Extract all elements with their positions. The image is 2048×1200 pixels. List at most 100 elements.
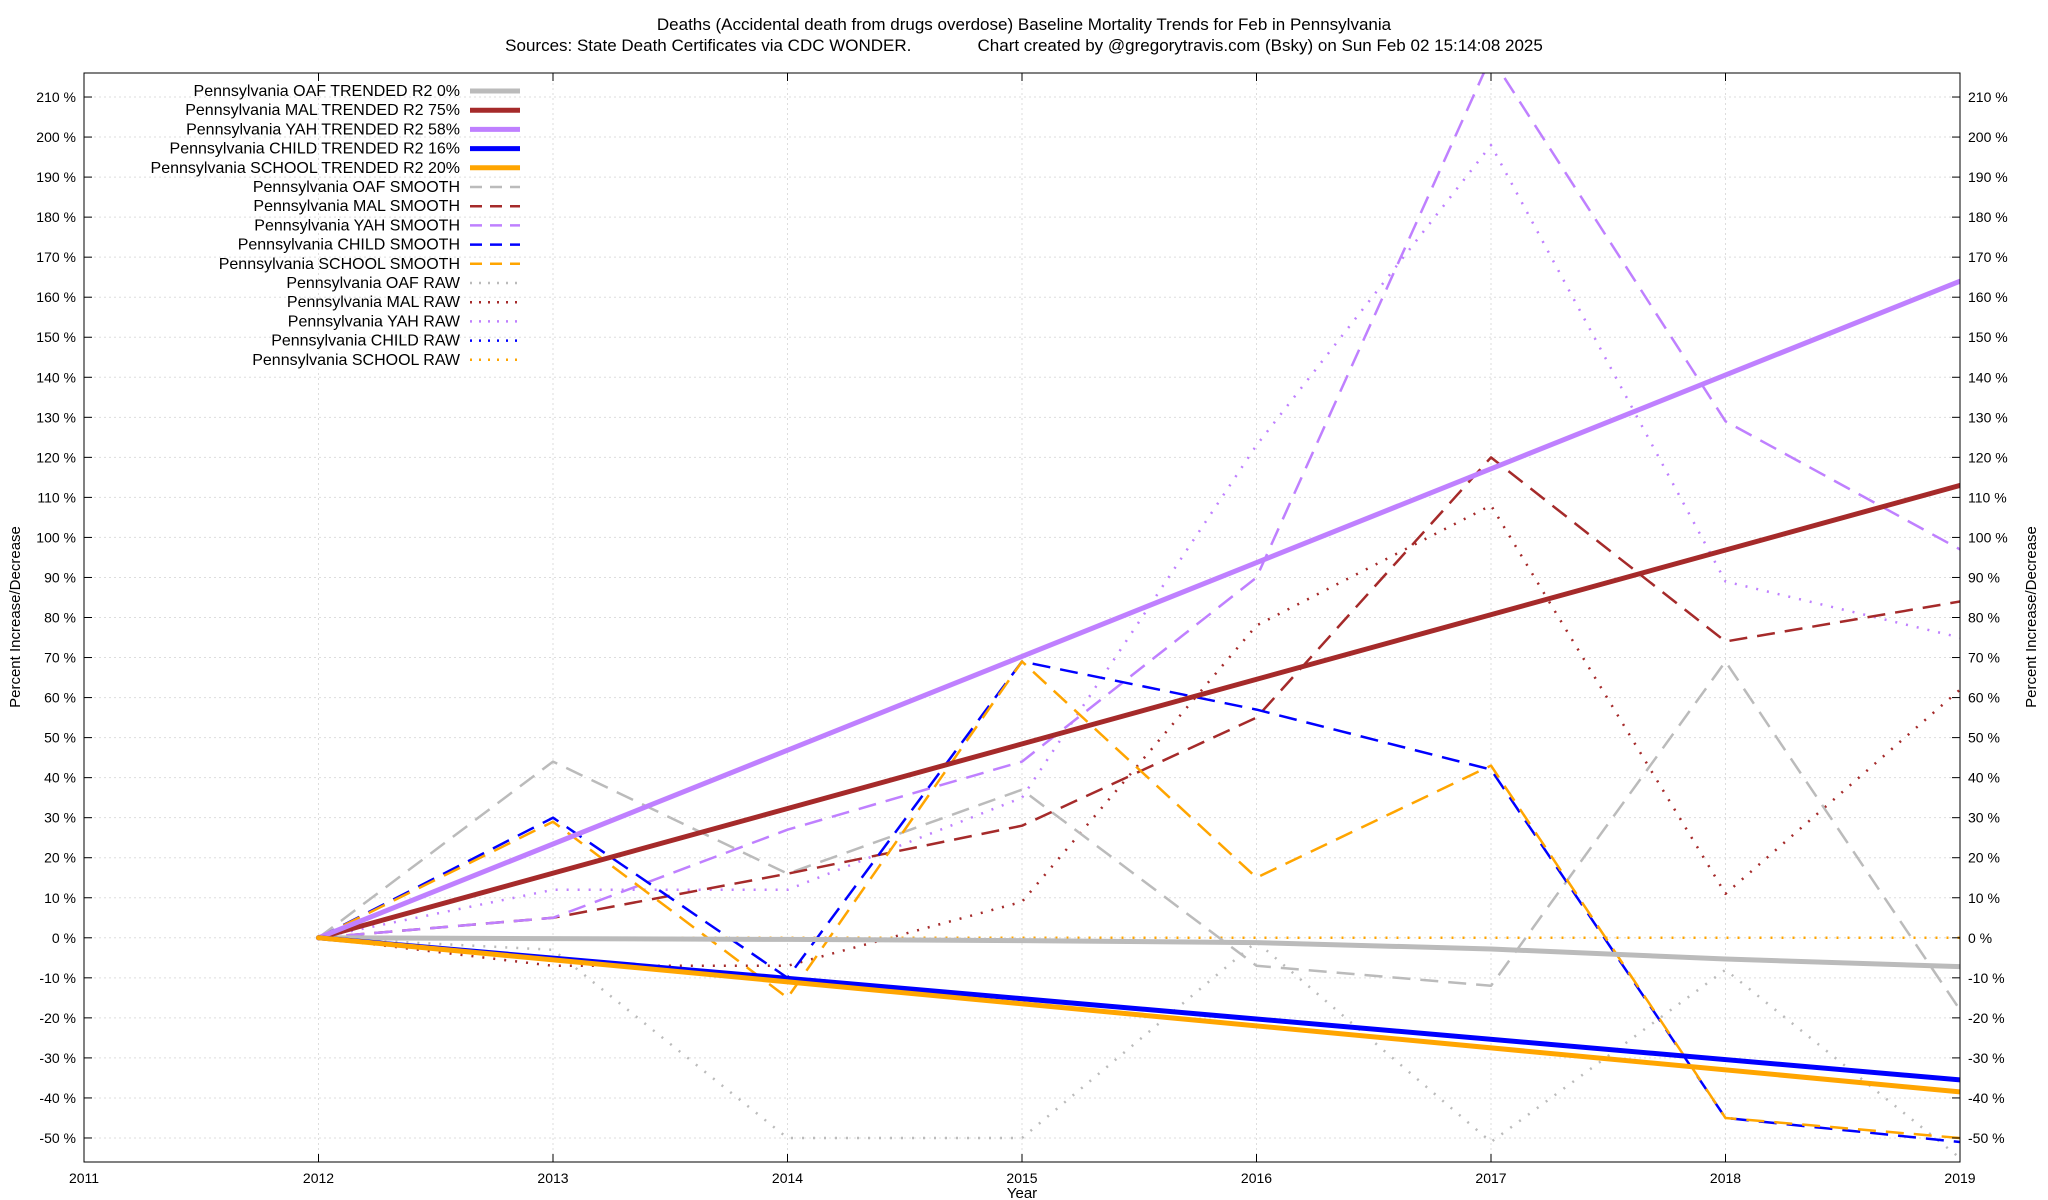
y-tick-label-right: 180 % — [1968, 209, 2008, 225]
series-line-4 — [316, 935, 1960, 1095]
chart-subtitle: Sources: State Death Certificates via CD… — [505, 36, 1543, 55]
y-tick-label-right: 150 % — [1968, 329, 2008, 345]
y-tick-label-left: 180 % — [36, 209, 76, 225]
y-tick-label-right: 170 % — [1968, 249, 2008, 265]
x-axis-label: Year — [1007, 1185, 1037, 1200]
y-tick-label-left: 130 % — [36, 409, 76, 425]
y-tick-label-right: 70 % — [1968, 650, 2000, 666]
legend-entry-label: Pennsylvania MAL RAW — [287, 294, 461, 311]
y-tick-label-left: 90 % — [44, 569, 76, 585]
legend-entry-label: Pennsylvania OAF RAW — [286, 275, 461, 292]
y-tick-label-right: 40 % — [1968, 770, 2000, 786]
legend-entry-label: Pennsylvania YAH RAW — [288, 313, 461, 330]
legend-entry-label: Pennsylvania SCHOOL RAW — [252, 352, 461, 369]
y-tick-label-left: 20 % — [44, 850, 76, 866]
x-tick-label: 2015 — [1006, 1170, 1037, 1186]
y-tick-label-left: 210 % — [36, 89, 76, 105]
y-tick-label-left: 200 % — [36, 129, 76, 145]
y-tick-label-right: 100 % — [1968, 529, 2008, 545]
legend-entry-label: Pennsylvania SCHOOL SMOOTH — [219, 256, 460, 273]
y-tick-label-left: 160 % — [36, 289, 76, 305]
y-tick-label-left: 60 % — [44, 690, 76, 706]
y-tick-label-right: 80 % — [1968, 610, 2000, 626]
x-tick-label: 2016 — [1241, 1170, 1272, 1186]
y-tick-label-right: -20 % — [1968, 1010, 2005, 1026]
legend-entry-label: Pennsylvania YAH TRENDED R2 58% — [186, 121, 460, 138]
series-line-6 — [318, 456, 1960, 940]
y-tick-label-right: 50 % — [1968, 730, 2000, 746]
legend-entry-label: Pennsylvania MAL SMOOTH — [253, 198, 460, 215]
series-line-12 — [318, 143, 1960, 940]
y-tick-label-left: 100 % — [36, 529, 76, 545]
x-tick-label: 2018 — [1710, 1170, 1741, 1186]
y-axis-label: Percent Increase/Decrease — [7, 526, 24, 708]
x-tick-label: 2014 — [772, 1170, 803, 1186]
y-tick-label-left: 10 % — [44, 890, 76, 906]
series-line-10 — [318, 936, 1960, 1159]
axis-ticks: 2011 2012 2013 2014 2015 2016 2017 2018 2019 -50 … — [36, 73, 2008, 1186]
series-line-1 — [316, 482, 1960, 941]
y-tick-label-right: -50 % — [1968, 1130, 2005, 1146]
x-tick-label: 2011 — [69, 1170, 99, 1186]
series-line-11 — [318, 504, 1960, 968]
y-tick-label-right: 110 % — [1968, 489, 2007, 505]
y-tick-label-right: 90 % — [1968, 569, 2000, 585]
series-lines — [316, 73, 1960, 1159]
series-line-7 — [318, 73, 1960, 940]
y-tick-label-right: -10 % — [1968, 970, 2005, 986]
y-tick-label-right: 10 % — [1968, 890, 2000, 906]
x-tick-label: 2012 — [303, 1170, 334, 1186]
y-tick-label-left: 170 % — [36, 249, 76, 265]
y-tick-label-left: -40 % — [39, 1090, 76, 1106]
legend-entry-label: Pennsylvania YAH SMOOTH — [254, 217, 460, 234]
y-tick-label-left: 80 % — [44, 610, 76, 626]
legend-entry-label: Pennsylvania CHILD RAW — [271, 333, 461, 350]
grid-lines — [84, 73, 1960, 1162]
y-tick-label-left: 120 % — [36, 449, 76, 465]
y-tick-label-right: 130 % — [1968, 409, 2008, 425]
y-tick-label-right: -30 % — [1968, 1050, 2005, 1066]
y-tick-label-right: 200 % — [1968, 129, 2008, 145]
x-tick-label: 2013 — [537, 1170, 568, 1186]
y-tick-label-left: 50 % — [44, 730, 76, 746]
legend-entry-label: Pennsylvania CHILD TRENDED R2 16% — [170, 141, 460, 158]
series-line-8 — [317, 660, 1960, 1144]
y-tick-label-right: 0 % — [1968, 930, 1992, 946]
y-tick-label-right: 20 % — [1968, 850, 2000, 866]
x-tick-label: 2019 — [1944, 1170, 1975, 1186]
y-tick-label-left: -10 % — [39, 970, 76, 986]
y-tick-label-right: -40 % — [1968, 1090, 2005, 1106]
legend-entry-label: Pennsylvania MAL TRENDED R2 75% — [185, 102, 460, 119]
y2-axis-label: Percent Increase/Decrease — [2023, 526, 2040, 708]
y-tick-label-left: -30 % — [39, 1050, 76, 1066]
series-line-5 — [317, 660, 1960, 1011]
y-tick-label-right: 210 % — [1968, 89, 2008, 105]
y-tick-label-left: 140 % — [36, 369, 76, 385]
y-tick-label-left: 190 % — [36, 169, 76, 185]
legend-entry-label: Pennsylvania OAF SMOOTH — [253, 179, 460, 196]
y-tick-label-left: 0 % — [52, 930, 76, 946]
series-line-0 — [316, 935, 1960, 970]
y-tick-label-left: 30 % — [44, 810, 76, 826]
y-tick-label-right: 160 % — [1968, 289, 2008, 305]
y-tick-label-right: 140 % — [1968, 369, 2008, 385]
y-tick-label-right: 30 % — [1968, 810, 2000, 826]
series-line-2 — [316, 278, 1960, 941]
y-tick-label-right: 120 % — [1968, 449, 2008, 465]
series-line-9 — [317, 660, 1960, 1140]
legend-entry-label: Pennsylvania SCHOOL TRENDED R2 20% — [151, 160, 460, 177]
y-tick-label-right: 60 % — [1968, 690, 2000, 706]
y-tick-label-left: 110 % — [37, 489, 76, 505]
legend-entry-label: Pennsylvania CHILD SMOOTH — [238, 237, 460, 254]
x-tick-label: 2017 — [1475, 1170, 1506, 1186]
legend-entry-label: Pennsylvania OAF TRENDED R2 0% — [194, 83, 460, 100]
legend: Pennsylvania OAF TRENDED R2 0% Pennsylvan… — [151, 83, 520, 369]
y-tick-label-left: 40 % — [44, 770, 76, 786]
y-tick-label-left: -20 % — [39, 1010, 76, 1026]
y-tick-label-left: 150 % — [36, 329, 76, 345]
chart-title: Deaths (Accidental death from drugs over… — [657, 15, 1392, 34]
y-tick-label-left: -50 % — [39, 1130, 76, 1146]
y-tick-label-right: 190 % — [1968, 169, 2008, 185]
y-tick-label-left: 70 % — [44, 650, 76, 666]
